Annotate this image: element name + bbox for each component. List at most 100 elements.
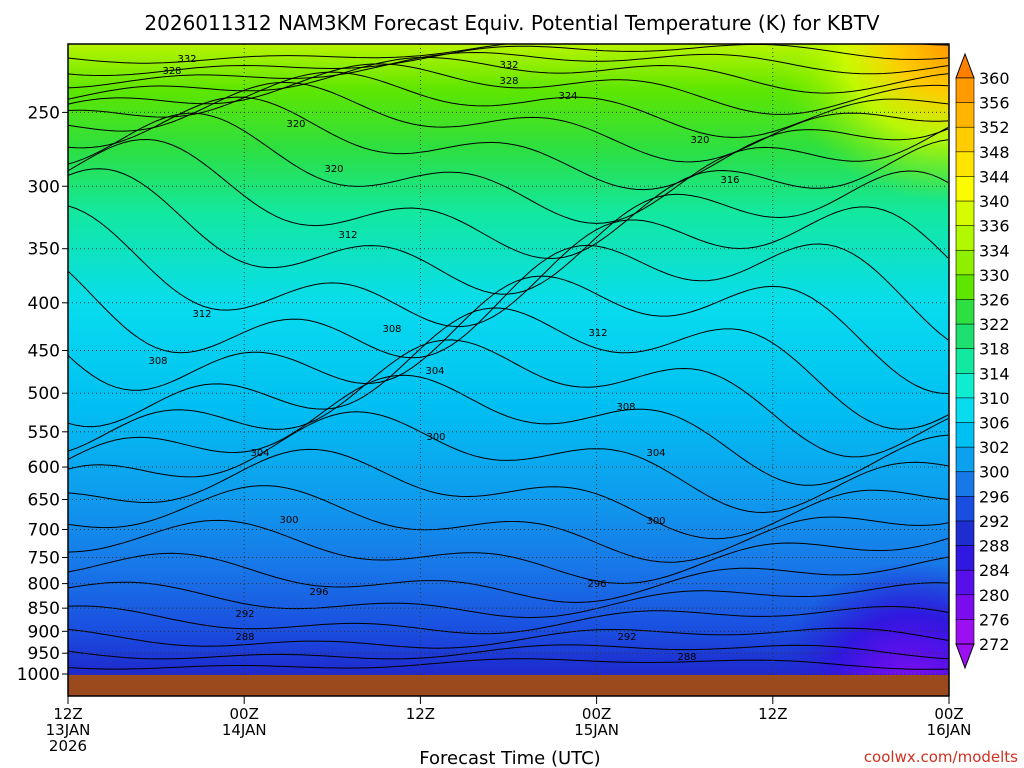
colorbar-swatch	[955, 348, 975, 375]
colorbar-label: 344	[979, 167, 1010, 186]
x-tick-label: 12Z	[53, 705, 82, 723]
colorbar-label: 352	[979, 118, 1010, 137]
contour-label: 300	[426, 432, 445, 443]
y-tick-label: 300	[28, 177, 60, 197]
y-axis: 250 300 350 400 450 500 550 600 650 700 750 800 850 9…	[17, 103, 68, 685]
colorbar-swatch	[955, 126, 975, 153]
colorbar-swatch	[955, 249, 975, 276]
contour-label: 332	[499, 60, 518, 71]
x-tick-label: 12Z	[406, 705, 435, 723]
y-tick-label: 800	[28, 575, 60, 595]
x-tick-label: 00Z	[934, 705, 963, 723]
contour-label: 320	[324, 164, 343, 175]
plot-area: 3323283203323283243203163203123123083083…	[68, 44, 949, 696]
cold-lowlevel-region	[700, 450, 949, 696]
colorbar-label: 334	[979, 241, 1010, 260]
plot-frame	[67, 43, 950, 697]
colorbar-label: 276	[979, 610, 1010, 629]
colorbar-label: 340	[979, 192, 1010, 211]
contour-label: 304	[425, 366, 444, 377]
contour-line	[68, 51, 949, 89]
watermark: coolwx.com/modelts	[864, 748, 1018, 766]
colorbar-top-arrow	[955, 52, 975, 79]
contour-line	[68, 552, 949, 603]
contour-line	[68, 339, 949, 458]
contour-label: 320	[690, 135, 709, 146]
colorbar-label: 306	[979, 414, 1010, 433]
colorbar-label: 284	[979, 561, 1010, 580]
y-tick-label: 750	[28, 548, 60, 568]
x-tick-label: 16JAN	[927, 721, 972, 739]
contour-label: 324	[558, 91, 577, 102]
contour-label: 308	[382, 324, 401, 335]
contour-line	[68, 581, 949, 619]
colorbar-label: 310	[979, 389, 1010, 408]
contour-label: 288	[677, 652, 696, 663]
colorbar-label: 360	[979, 69, 1010, 88]
contour-label: 304	[646, 448, 665, 459]
contour-label: 332	[177, 54, 196, 65]
contour-line	[68, 485, 949, 563]
colorbar-swatch	[955, 299, 975, 325]
y-tick-label: 650	[28, 490, 60, 510]
contour-line	[68, 448, 949, 540]
warm-aloft-region	[560, 44, 949, 394]
contour-label: 320	[286, 119, 305, 130]
x-tick-label: 2026	[49, 737, 87, 755]
y-tick-label: 250	[28, 103, 60, 123]
y-tick-label: 900	[28, 622, 60, 642]
y-tick-label: 450	[28, 342, 60, 362]
colorbar-label: 336	[979, 217, 1010, 236]
contour-line	[68, 627, 949, 649]
colorbar-label: 292	[979, 512, 1010, 531]
x-tick-label: 13JAN	[46, 721, 91, 739]
contour-label: 288	[235, 632, 254, 643]
contour-line	[68, 44, 949, 76]
x-tick-label: 14JAN	[222, 721, 267, 739]
colorbar-swatch	[955, 323, 975, 350]
contour-lines	[68, 44, 949, 670]
contour-label: 300	[279, 515, 298, 526]
x-axis-label: Forecast Time (UTC)	[419, 748, 600, 768]
colorbar-swatch	[955, 471, 975, 498]
x-tick-label: 00Z	[230, 705, 259, 723]
colorbar-label: 296	[979, 487, 1010, 506]
x-tick-label: 15JAN	[574, 721, 619, 739]
contour-line	[68, 44, 949, 64]
colorbar-swatch	[955, 200, 975, 227]
contour-line	[68, 112, 949, 224]
contour-labels: 3323283203323283243203163203123123083083…	[148, 54, 739, 663]
y-tick-label: 350	[28, 240, 60, 260]
y-tick-label: 600	[28, 458, 60, 478]
colorbar-label: 322	[979, 315, 1010, 334]
contour-line	[68, 243, 949, 359]
colorbar-bottom-arrow	[955, 643, 975, 670]
contour-line	[68, 658, 949, 670]
y-tick-label: 400	[28, 294, 60, 314]
contour-line	[68, 71, 949, 138]
colorbar-swatch	[955, 225, 975, 252]
colorbar-label: 348	[979, 143, 1010, 162]
contour-label: 316	[720, 175, 739, 186]
y-tick-label: 550	[28, 423, 60, 443]
x-tick-label: 12Z	[758, 705, 787, 723]
colorbar-swatch	[955, 496, 975, 522]
contour-label: 312	[192, 309, 211, 320]
contour-line	[68, 168, 949, 295]
contour-label: 308	[616, 402, 635, 413]
colorbar-label: 356	[979, 94, 1010, 113]
contour-label: 292	[235, 609, 254, 620]
y-tick-label: 700	[28, 521, 60, 541]
contour-line	[68, 519, 949, 584]
colorbar-swatch	[955, 594, 975, 621]
colorbar-swatch	[955, 446, 975, 473]
gridlines	[68, 44, 949, 696]
ground-surface	[68, 675, 949, 696]
contour-line	[68, 307, 949, 430]
contour-label: 296	[587, 579, 606, 590]
colorbar-label: 280	[979, 586, 1010, 605]
colorbar-swatch	[955, 102, 975, 129]
colorbar-label: 318	[979, 340, 1010, 359]
